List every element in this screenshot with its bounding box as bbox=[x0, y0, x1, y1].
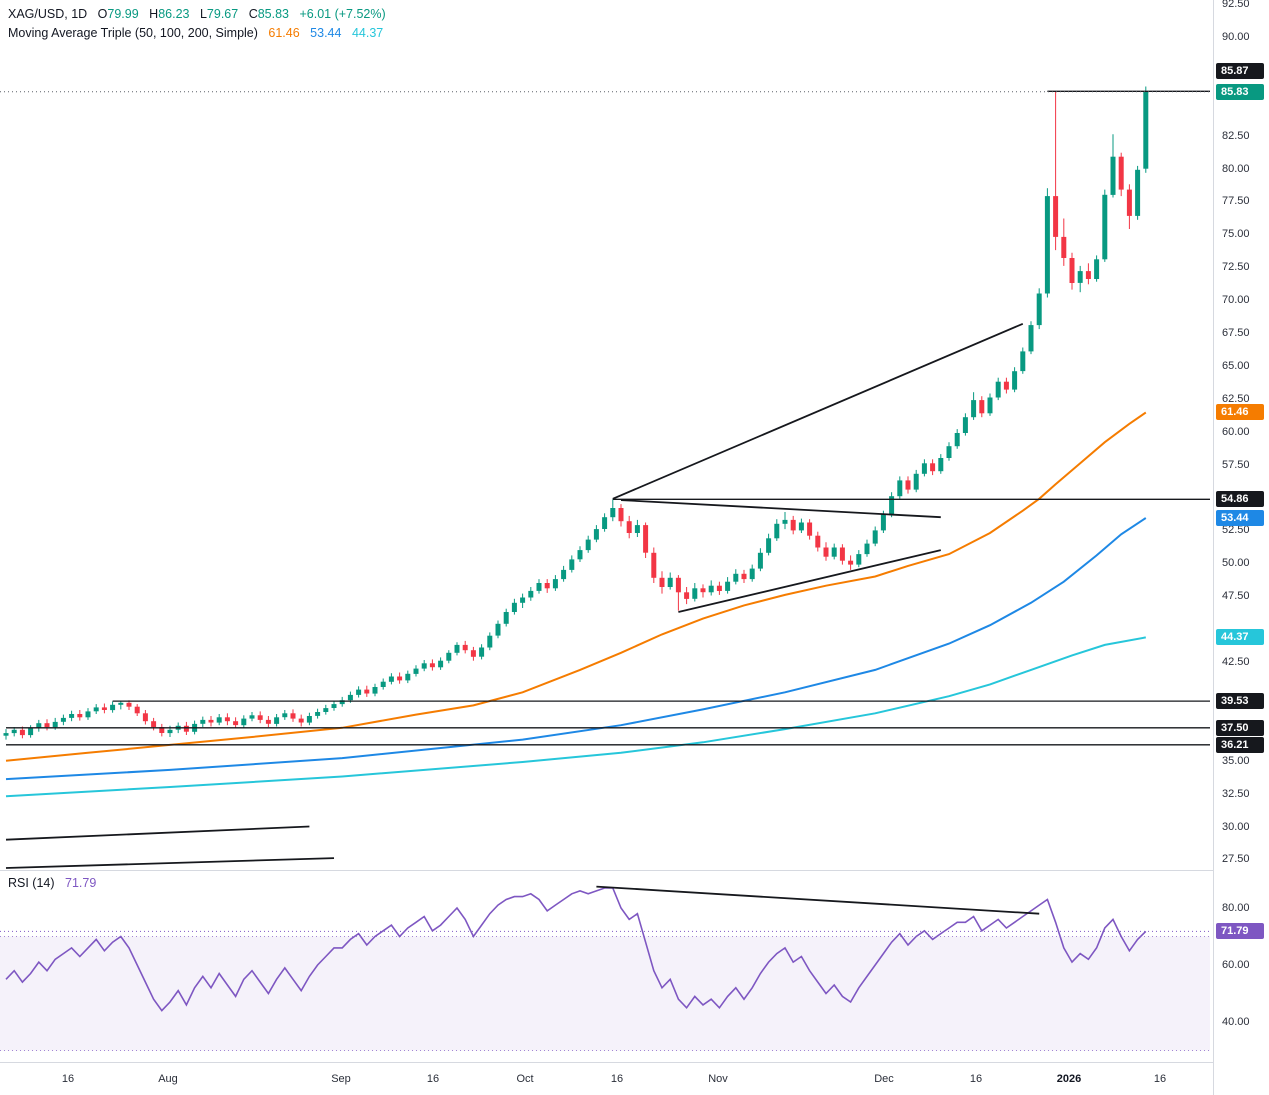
time-tick: 2026 bbox=[1056, 1073, 1082, 1085]
time-tick: Oct bbox=[516, 1073, 534, 1085]
ma50-value: 61.46 bbox=[268, 26, 300, 40]
rsi-tick: 60.00 bbox=[1222, 959, 1250, 971]
symbol-legend[interactable]: XAG/USD, 1D O79.99 H86.23 L79.67 C85.83 … bbox=[8, 7, 393, 21]
rsi-tick: 40.00 bbox=[1222, 1016, 1250, 1028]
candlestick-series bbox=[3, 86, 1149, 740]
price-tick: 80.00 bbox=[1222, 162, 1250, 175]
ma-indicator-title[interactable]: Moving Average Triple (50, 100, 200, Sim… bbox=[8, 26, 258, 40]
price-tick: 65.00 bbox=[1222, 359, 1250, 372]
price-label: 53.44 bbox=[1216, 510, 1264, 527]
low-label: L bbox=[199, 7, 207, 21]
close-label: C bbox=[248, 7, 258, 21]
price-tick: 57.50 bbox=[1222, 458, 1250, 471]
ma200-value: 44.37 bbox=[351, 26, 384, 40]
price-label: 36.21 bbox=[1216, 736, 1264, 753]
horizontal-level-lines[interactable] bbox=[0, 90, 1210, 746]
price-tick: 52.50 bbox=[1222, 524, 1250, 537]
trendlines[interactable] bbox=[5, 322, 1024, 869]
price-tick: 60.00 bbox=[1222, 425, 1250, 438]
price-label: 85.87 bbox=[1216, 63, 1264, 80]
price-tick: 70.00 bbox=[1222, 294, 1250, 307]
moving-average-lines bbox=[5, 411, 1147, 798]
time-tick: 16 bbox=[61, 1073, 75, 1085]
price-tick: 30.00 bbox=[1222, 820, 1250, 833]
ma100-value: 53.44 bbox=[310, 26, 342, 40]
price-tick: 92.50 bbox=[1222, 0, 1250, 10]
time-tick: 16 bbox=[1153, 1073, 1167, 1085]
price-tick: 50.00 bbox=[1222, 557, 1250, 570]
pane-separators bbox=[0, 870, 1269, 1063]
time-tick: Sep bbox=[331, 1073, 351, 1085]
price-tick: 67.50 bbox=[1222, 327, 1250, 339]
time-tick: Nov bbox=[708, 1073, 728, 1085]
price-label: 39.53 bbox=[1216, 693, 1264, 710]
time-scale[interactable]: 16 Aug Sep 16 Oct 16 Nov Dec 16 2026 16 bbox=[0, 1063, 1213, 1095]
time-tick: 16 bbox=[610, 1073, 624, 1085]
time-tick: Aug bbox=[158, 1073, 178, 1085]
price-tick: 35.00 bbox=[1222, 754, 1250, 767]
price-tick: 47.50 bbox=[1222, 590, 1250, 603]
price-tick: 75.00 bbox=[1222, 228, 1250, 241]
price-tick: 42.50 bbox=[1222, 656, 1250, 668]
rsi-value: 71.79 bbox=[65, 876, 97, 890]
open-label: O bbox=[97, 7, 108, 21]
price-label: 44.37 bbox=[1216, 629, 1264, 646]
change-value: +6.01 (+7.52%) bbox=[299, 7, 386, 21]
price-label: 54.86 bbox=[1216, 491, 1264, 508]
symbol-title[interactable]: XAG/USD, 1D bbox=[8, 7, 88, 21]
price-tick: 90.00 bbox=[1222, 30, 1250, 43]
low-value: 79.67 bbox=[206, 7, 239, 21]
rsi-tick: 80.00 bbox=[1222, 902, 1250, 914]
ma-indicator-legend[interactable]: Moving Average Triple (50, 100, 200, Sim… bbox=[8, 26, 390, 40]
high-value: 86.23 bbox=[158, 7, 190, 21]
rsi-label: 71.79 bbox=[1216, 923, 1264, 940]
price-scale[interactable]: 92.50 90.00 82.50 80.00 77.50 75.00 72.50 70.00… bbox=[1213, 0, 1269, 1095]
price-label: 85.83 bbox=[1216, 83, 1264, 100]
high-label: H bbox=[149, 7, 159, 21]
close-value: 85.83 bbox=[257, 7, 289, 21]
rsi-indicator-title[interactable]: RSI (14) bbox=[8, 876, 55, 890]
price-label: 37.50 bbox=[1216, 719, 1264, 736]
time-tick: 16 bbox=[426, 1073, 440, 1085]
price-label: 61.46 bbox=[1216, 404, 1264, 421]
time-tick: 16 bbox=[969, 1073, 983, 1085]
time-tick: Dec bbox=[874, 1073, 894, 1085]
price-tick: 82.50 bbox=[1222, 129, 1250, 142]
price-tick: 77.50 bbox=[1222, 195, 1250, 208]
rsi-indicator-legend[interactable]: RSI (14) 71.79 bbox=[8, 876, 103, 890]
open-value: 79.99 bbox=[107, 7, 139, 21]
price-tick: 32.50 bbox=[1222, 787, 1250, 800]
price-tick: 27.50 bbox=[1222, 853, 1250, 866]
price-tick: 62.50 bbox=[1222, 392, 1250, 405]
rsi-band bbox=[0, 936, 1210, 1051]
rsi-series bbox=[0, 885, 1210, 1012]
price-tick: 72.50 bbox=[1222, 261, 1250, 274]
